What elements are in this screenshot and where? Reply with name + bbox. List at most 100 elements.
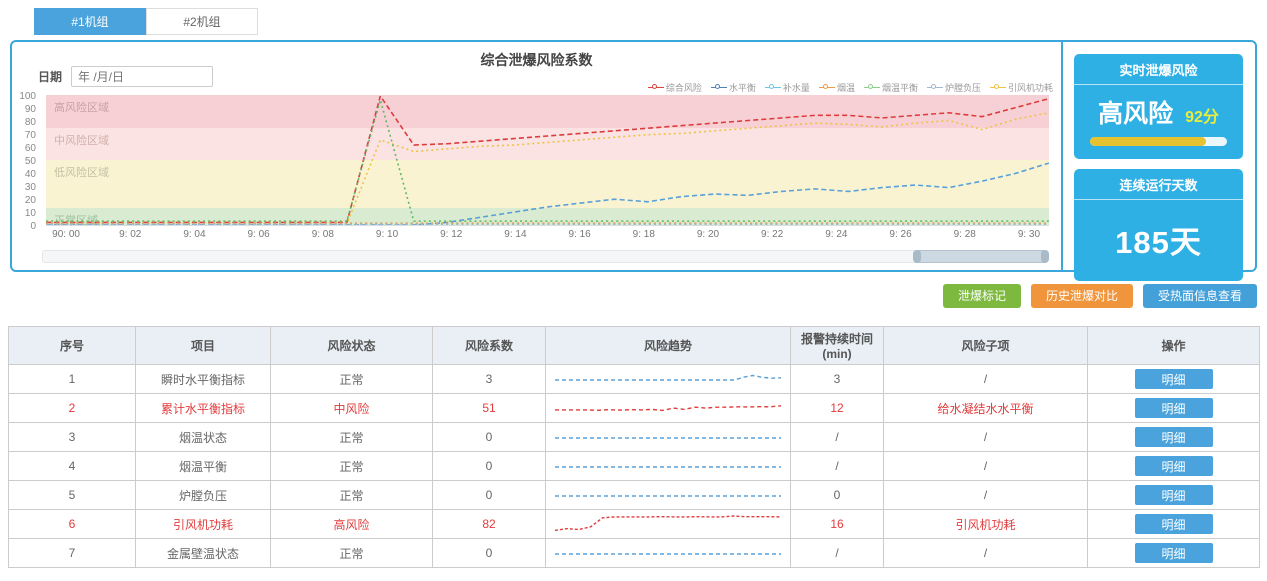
row-index: 4: [8, 451, 136, 481]
legend-item[interactable]: 烟温平衡: [863, 81, 918, 94]
unit-tabs: #1机组 #2机组: [34, 8, 258, 35]
series-line-烟温平衡: [46, 96, 1049, 222]
risk-coefficient: 0: [432, 451, 546, 481]
table-row: 6 引风机功耗 高风险 82 16 引风机功耗 明细: [8, 509, 1260, 539]
legend-line-circle-icon: [764, 84, 781, 92]
risk-level-text: 高风险: [1098, 100, 1174, 128]
trend-sparkline: [555, 553, 781, 555]
datazoom-left-handle[interactable]: [912, 250, 921, 263]
table-row: 1 瞬时水平衡指标 正常 3 3/明细: [8, 364, 1260, 394]
risk-status: 正常: [270, 538, 433, 568]
item-name: 金属壁温状态: [135, 538, 271, 568]
legend-line-circle-icon: [863, 84, 880, 92]
datazoom-right-handle[interactable]: [1040, 250, 1049, 263]
column-header: 报警持续时间 (min): [790, 326, 884, 365]
y-tick-label: 10: [24, 208, 36, 219]
column-header: 风险状态: [270, 326, 433, 365]
alarm-duration: 0: [790, 480, 884, 510]
datazoom-selected-range[interactable]: [912, 250, 1049, 263]
legend-item[interactable]: 烟温: [818, 81, 855, 94]
legend-item[interactable]: 引风机功耗: [989, 81, 1053, 94]
risk-score-text: 92分: [1185, 109, 1219, 126]
x-axis: 90: 00 9: 02 9: 04 9: 06 9: 08 9: 10 9: 12 9: 1…: [46, 229, 1049, 241]
legend-item[interactable]: 综合风险: [647, 81, 702, 94]
y-tick-label: 70: [24, 130, 36, 141]
risk-trend-cell: [545, 480, 791, 510]
risk-trend-cell: [545, 422, 791, 452]
risk-zone: 中风险区域: [46, 127, 1049, 160]
risk-coefficient: 0: [432, 538, 546, 568]
row-index: 7: [8, 538, 136, 568]
risk-zone-label: 低风险区域: [54, 167, 109, 180]
x-tick-label: 9: 14: [504, 229, 527, 240]
column-header: 风险趋势: [545, 326, 791, 365]
y-tick-label: 50: [24, 156, 36, 167]
detail-button[interactable]: 明细: [1134, 485, 1213, 505]
x-tick-label: 9: 10: [375, 229, 399, 240]
risk-coefficient: 3: [432, 364, 546, 394]
legend-item[interactable]: 炉膛负压: [926, 81, 981, 94]
y-tick-label: 60: [24, 143, 36, 154]
item-name: 炉膛负压: [135, 480, 271, 510]
legend-line-circle-icon: [818, 84, 835, 92]
legend-line-circle-icon: [989, 84, 1006, 92]
explosion-mark-button[interactable]: 泄爆标记: [942, 284, 1021, 308]
realtime-risk-card: 实时泄爆风险 高风险 92分: [1074, 54, 1243, 159]
action-cell: 明细: [1087, 480, 1260, 510]
datazoom-slider[interactable]: [42, 250, 1049, 263]
item-name: 烟温状态: [135, 422, 271, 452]
risk-sub-item: /: [883, 480, 1088, 510]
tab-unit-1[interactable]: #1机组: [34, 8, 146, 35]
x-tick-label: 9: 06: [247, 229, 270, 240]
row-index: 5: [8, 480, 136, 510]
risk-status: 正常: [270, 422, 433, 452]
detail-button[interactable]: 明细: [1134, 427, 1213, 447]
risk-sub-item: /: [883, 538, 1088, 568]
legend-item[interactable]: 补水量: [764, 81, 810, 94]
risk-progress-fill: [1090, 137, 1207, 146]
risk-zone: 正常区域: [46, 208, 1049, 227]
history-explosion-compare-button[interactable]: 历史泄爆对比: [1030, 284, 1133, 308]
y-tick-label: 80: [24, 117, 36, 128]
detail-button[interactable]: 明细: [1134, 369, 1213, 389]
risk-status: 中风险: [270, 393, 433, 423]
risk-zone-label: 中风险区域: [54, 134, 109, 147]
risk-lines-chart: [46, 96, 1049, 225]
trend-sparkline: [554, 515, 782, 532]
risk-coefficient: 0: [432, 422, 546, 452]
risk-chart-section: 综合泄爆风险系数 日期 综合风险 水平衡 补水量 烟温 烟温平衡 炉膛负压 引风机功耗 10…: [12, 42, 1063, 270]
risk-sub-item: 给水凝结水水平衡: [883, 393, 1088, 423]
detail-button[interactable]: 明细: [1134, 543, 1213, 563]
row-index: 6: [8, 509, 136, 539]
running-days-card-title: 连续运行天数: [1074, 169, 1243, 200]
column-header: 操作: [1087, 326, 1260, 365]
detail-button[interactable]: 明细: [1134, 514, 1213, 534]
legend-label: 综合风险: [665, 83, 702, 93]
y-tick-label: 100: [19, 91, 36, 102]
trend-sparkline: [555, 405, 782, 412]
trend-sparkline: [555, 466, 781, 468]
detail-button[interactable]: 明细: [1134, 398, 1213, 418]
detail-button[interactable]: 明细: [1134, 456, 1213, 476]
date-input[interactable]: [71, 66, 214, 87]
risk-zone: 高风险区域: [46, 95, 1049, 128]
risk-trend-cell: [545, 509, 791, 539]
realtime-risk-card-title: 实时泄爆风险: [1074, 54, 1243, 85]
legend-label: 烟温平衡: [881, 83, 918, 93]
chart-plot-area: 正常区域 低风险区域 中风险区域 高风险区域: [46, 95, 1049, 227]
heating-surface-info-button[interactable]: 受热面信息查看: [1142, 284, 1257, 308]
risk-sub-item: /: [883, 422, 1088, 452]
action-cell: 明细: [1087, 422, 1260, 452]
risk-coefficient: 51: [432, 393, 546, 423]
risk-progress-bar: [1090, 137, 1227, 146]
tab-unit-2[interactable]: #2机组: [146, 8, 258, 35]
y-axis: 100 90 80 70 60 50 40 30 20 10 0: [12, 91, 40, 232]
alarm-duration: /: [790, 538, 884, 568]
risk-items-table: 序号 项目 风险状态 风险系数 风险趋势 报警持续时间 (min) 风险子项 操作 1 瞬时水平衡…: [8, 326, 1260, 568]
alarm-duration: 12: [790, 393, 884, 423]
risk-trend-cell: [545, 538, 791, 568]
risk-status: 正常: [270, 451, 433, 481]
action-cell: 明细: [1087, 538, 1260, 568]
legend-item[interactable]: 水平衡: [710, 81, 756, 94]
risk-status: 高风险: [270, 509, 433, 539]
